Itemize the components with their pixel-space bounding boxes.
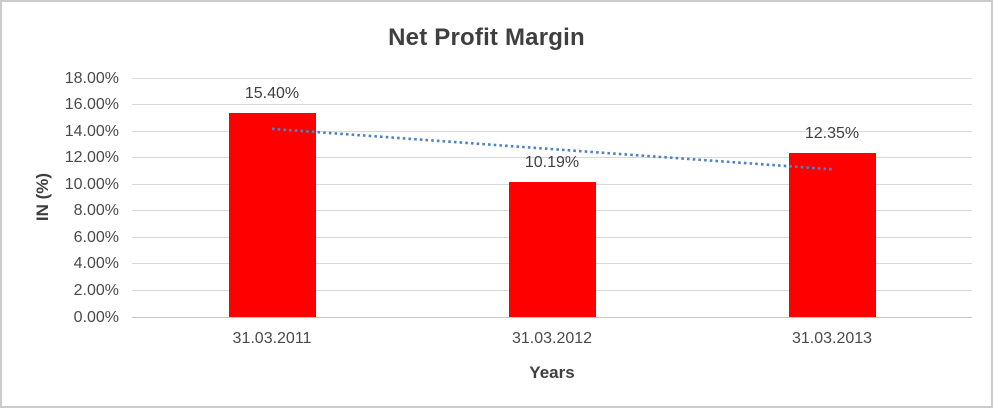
data-label: 15.40% [244,84,300,102]
y-tick-label: 14.00% [64,122,119,140]
x-axis-tick-labels: 31.03.2011 31.03.2012 31.03.2013 [132,329,972,349]
y-tick-label: 12.00% [64,149,119,167]
y-tick-label: 18.00% [64,69,119,87]
y-tick-label: 4.00% [73,255,119,273]
gridline [132,77,972,79]
bar-31.03.2011 [228,112,316,317]
bar-31.03.2013 [788,153,876,317]
y-tick-label: 0.00% [73,308,119,326]
gridline [132,316,972,318]
y-tick-label: 6.00% [73,228,119,246]
x-tick-label: 31.03.2012 [511,330,593,347]
y-tick-label: 8.00% [73,202,119,220]
data-label: 10.19% [524,153,580,171]
x-tick-label: 31.03.2011 [232,330,312,347]
y-tick-label: 10.00% [64,175,119,193]
gridline [132,104,972,106]
chart-title: Net Profit Margin [388,24,585,51]
data-label: 12.35% [804,125,860,143]
y-tick-label: 2.00% [73,281,119,299]
plot-area: 15.40% 10.19% 12.35% [132,77,972,318]
x-tick-label: 31.03.2013 [791,330,873,347]
bar-31.03.2012 [508,181,596,317]
y-tick-label: 16.00% [64,96,119,114]
x-axis-title: Years [529,363,575,382]
y-axis-tick-labels: 18.00% 16.00% 14.00% 12.00% 10.00% 8.00% 6.00%… [2,70,119,326]
